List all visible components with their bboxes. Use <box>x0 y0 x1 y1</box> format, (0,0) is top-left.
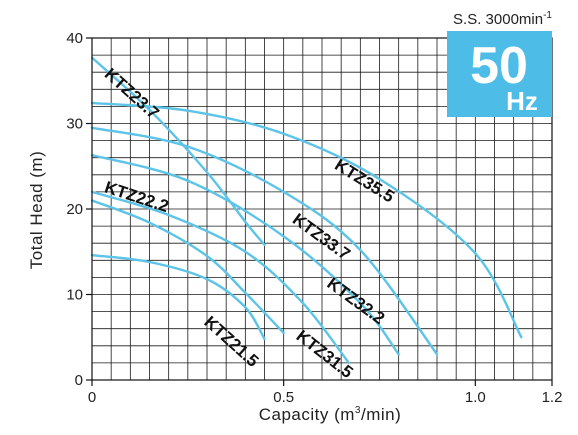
y-tick-label: 30 <box>66 116 83 133</box>
x-tick-label: 1.2 <box>542 389 563 406</box>
curve-label-ktz21-5: KTZ21.5 <box>200 312 262 370</box>
badge-background <box>447 31 552 117</box>
curve-ktz33-7 <box>90 126 439 356</box>
frequency-badge: 50 Hz <box>447 31 552 117</box>
curve-ktz22-2 <box>90 199 285 335</box>
curve-ktz35-5 <box>90 101 523 339</box>
curve-label-ktz23-7: KTZ23.7 <box>101 64 163 122</box>
badge-frequency-unit: Hz <box>506 86 538 116</box>
curve-label-ktz32-2: KTZ32.2 <box>323 274 388 328</box>
x-tick-label: 0.5 <box>273 389 294 406</box>
curve-ktz31-5 <box>90 190 351 365</box>
curve-ktz23-7 <box>90 56 266 247</box>
curve-labels: KTZ35.5KTZ33.7KTZ32.2KTZ31.5KTZ23.7KTZ22… <box>101 64 398 382</box>
y-tick-label: 20 <box>66 201 83 218</box>
x-tick-label: 1.0 <box>465 389 486 406</box>
badge-frequency-value: 50 <box>470 37 528 95</box>
y-axis-title: Total Head (m) <box>27 151 46 269</box>
speed-note: S.S. 3000min-1 <box>453 10 552 28</box>
x-tick-label: 0 <box>88 389 96 406</box>
y-tick-label: 40 <box>66 30 83 47</box>
y-tick-label: 0 <box>75 372 83 389</box>
curves <box>90 56 523 365</box>
x-axis-title: Capacity (m3/min) <box>259 405 402 424</box>
axes: 0 0.5 1.0 1.2 0 10 20 30 40 <box>66 30 562 406</box>
curve-ktz21-5 <box>90 253 266 341</box>
curve-ktz32-2 <box>90 153 400 356</box>
curve-label-ktz22-2: KTZ22.2 <box>102 178 171 217</box>
curve-label-ktz31-5: KTZ31.5 <box>293 326 357 382</box>
y-tick-label: 10 <box>66 287 83 304</box>
curve-label-ktz33-7: KTZ33.7 <box>289 210 354 264</box>
